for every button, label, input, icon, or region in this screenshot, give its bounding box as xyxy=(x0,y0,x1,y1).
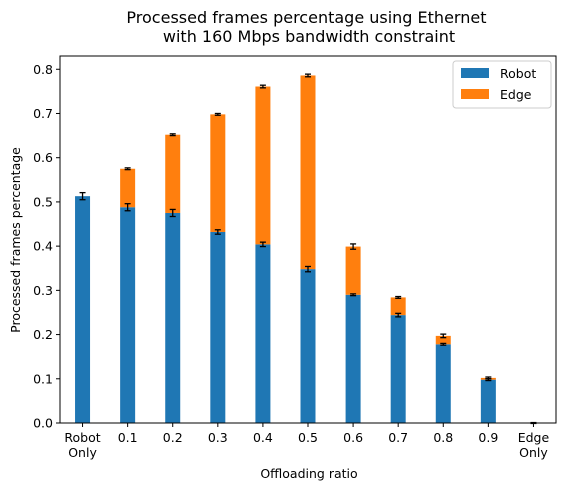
error-bar-edge-7 xyxy=(395,295,402,299)
error-bar-edge-8 xyxy=(440,333,447,339)
x-tick-label-line: 0.3 xyxy=(208,430,228,445)
x-tick-label-line: 0.6 xyxy=(343,430,363,445)
bar-edge-2 xyxy=(165,134,181,213)
bar-robot-0 xyxy=(75,196,91,423)
error-bar-robot-5 xyxy=(305,265,311,273)
bar-edge-8 xyxy=(435,335,451,345)
error-bar-edge-9 xyxy=(485,376,492,380)
bar-robot-8 xyxy=(435,344,451,423)
y-tick-label: 0.8 xyxy=(33,62,53,77)
y-ticks-layer: 0.0 0.1 0.2 0.3 0.4 0.5 0.6 0.7 0.8 xyxy=(33,62,60,431)
chart-title-line-2: with 160 Mbps bandwidth constraint xyxy=(163,27,455,46)
x-tick-label-line: Edge xyxy=(518,430,550,445)
x-tick-label: 0.7 xyxy=(388,430,408,445)
y-tick-label: 0.2 xyxy=(33,327,53,342)
x-tick-label-line: 0.2 xyxy=(163,430,183,445)
error-bar-edge-3 xyxy=(214,112,221,116)
error-bar-edge-1 xyxy=(124,167,131,171)
y-axis-label: Processed frames percentage xyxy=(8,147,23,333)
bar-edge-1 xyxy=(120,168,136,208)
x-tick-label-line: Only xyxy=(68,445,97,460)
bar-robot-4 xyxy=(255,244,271,423)
error-bar-robot-8 xyxy=(440,342,447,346)
legend-label-edge: Edge xyxy=(500,87,532,102)
x-tick-label: 0.6 xyxy=(343,430,363,445)
y-tick-label: 0.0 xyxy=(33,416,53,431)
chart-title-line-1: Processed frames percentage using Ethern… xyxy=(126,8,486,27)
y-tick-label: 0.1 xyxy=(33,371,53,386)
error-bar-edge-5 xyxy=(305,73,311,78)
x-tick-label-line: 0.7 xyxy=(388,430,408,445)
bar-edge-6 xyxy=(345,246,361,295)
x-tick-label: Edge Only xyxy=(518,430,550,460)
error-bar-robot-2 xyxy=(169,208,176,218)
error-bar-edge-4 xyxy=(259,84,266,89)
x-tick-label-line: 0.9 xyxy=(478,430,498,445)
bar-robot-2 xyxy=(165,212,181,423)
x-axis-label: Offloading ratio xyxy=(260,466,357,481)
error-bar-robot-1 xyxy=(124,203,131,212)
error-bar-robot-0 xyxy=(79,191,86,201)
x-tick-label: 0.4 xyxy=(253,430,273,445)
bar-edge-3 xyxy=(210,114,226,232)
bar-edge-5 xyxy=(300,75,316,270)
bar-robot-6 xyxy=(345,294,361,423)
error-bar-edge-2 xyxy=(169,133,176,137)
error-bar-robot-3 xyxy=(214,229,221,235)
x-tick-label-line: 0.1 xyxy=(118,430,138,445)
x-tick-label-line: 0.4 xyxy=(253,430,273,445)
x-tick-label: Robot Only xyxy=(64,430,100,460)
y-tick-label: 0.4 xyxy=(33,239,53,254)
y-tick-label: 0.7 xyxy=(33,106,53,121)
legend-swatch-edge xyxy=(461,89,489,99)
error-bar-edge-6 xyxy=(350,243,357,250)
x-tick-label-line: 0.8 xyxy=(433,430,453,445)
x-tick-label: 0.9 xyxy=(478,430,498,445)
error-bar-robot-4 xyxy=(259,241,266,248)
x-tick-label: 0.1 xyxy=(118,430,138,445)
x-tick-label: 0.5 xyxy=(298,430,318,445)
bar-robot-1 xyxy=(120,207,136,423)
legend: Robot Edge xyxy=(452,60,552,109)
bar-robot-9 xyxy=(480,379,496,423)
x-tick-label: 0.3 xyxy=(208,430,228,445)
x-tick-label-line: 0.5 xyxy=(298,430,318,445)
x-tick-label: 0.8 xyxy=(433,430,453,445)
error-bar-robot-6 xyxy=(350,293,357,297)
chart-title: Processed frames percentage using Ethern… xyxy=(126,8,491,46)
y-tick-label: 0.5 xyxy=(33,194,53,209)
bar-robot-7 xyxy=(390,315,406,423)
x-tick-label-line: Robot xyxy=(64,430,100,445)
bars-layer xyxy=(75,75,496,423)
legend-label-robot: Robot xyxy=(500,66,536,81)
x-tick-label-line: Only xyxy=(519,445,548,460)
x-tick-label: 0.2 xyxy=(163,430,183,445)
bar-edge-7 xyxy=(390,297,406,316)
y-tick-label: 0.6 xyxy=(33,150,53,165)
legend-swatch-robot xyxy=(461,68,489,78)
bar-edge-4 xyxy=(255,86,271,245)
bar-robot-5 xyxy=(300,269,316,423)
error-bar-robot-7 xyxy=(395,312,402,318)
bar-robot-3 xyxy=(210,231,226,423)
y-tick-label: 0.3 xyxy=(33,283,53,298)
